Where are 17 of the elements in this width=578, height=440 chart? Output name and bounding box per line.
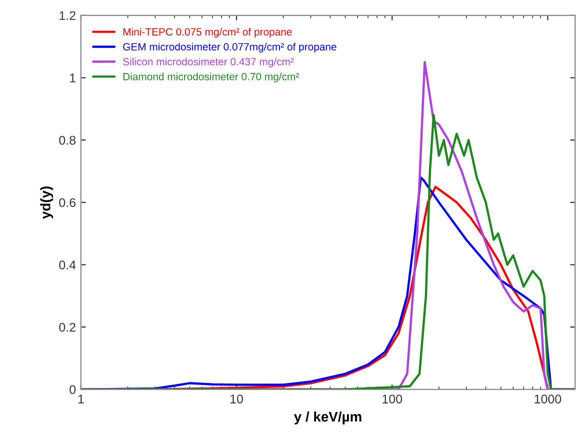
legend-label: Mini-TEPC 0.075 mg/cm² of propane <box>123 28 292 38</box>
y-tick-label: 0.4 <box>59 260 76 270</box>
x-tick-label: 1000 <box>534 394 562 404</box>
y-tick-label: 0.8 <box>59 136 76 145</box>
legend-label: Diamond microdosimeter 0.70 mg/cm² <box>123 72 299 82</box>
legend-label: Silicon microdosimeter 0.437 mg/cm² <box>123 58 294 68</box>
y-tick-label: 1.2 <box>60 11 76 20</box>
legend-label: GEM microdosimeter 0.077mg/cm² of propane <box>123 42 336 53</box>
y-tick-label: 0.2 <box>59 322 76 332</box>
y-tick-label: 1 <box>70 74 76 82</box>
y-tick-label: 0.6 <box>59 198 76 208</box>
x-tick-label: 10 <box>230 394 243 404</box>
x-tick-label: 100 <box>382 394 402 404</box>
x-tick-label: 1 <box>78 394 84 404</box>
x-axis-title: y / keV/µm <box>294 411 362 424</box>
y-tick-label: 0 <box>70 385 76 394</box>
y-axis-title: yd(y) <box>40 186 54 219</box>
